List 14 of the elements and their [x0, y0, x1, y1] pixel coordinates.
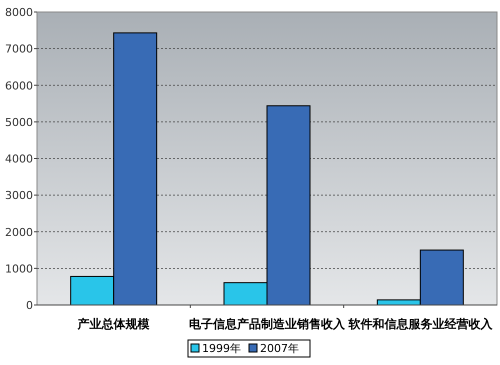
y-tick-label: 8000 [5, 6, 33, 19]
y-tick-label: 3000 [5, 189, 33, 202]
y-tick-label: 7000 [5, 42, 33, 56]
y-tick-label: 6000 [5, 79, 33, 92]
x-tick-label: 电子信息产品制造业销售收入 [189, 317, 346, 331]
x-tick-label: 软件和信息服务业经营收入 [347, 317, 494, 331]
y-tick-label: 0 [26, 299, 33, 312]
y-tick-label: 4000 [5, 152, 33, 166]
x-tick-label: 产业总体规模 [76, 317, 150, 331]
y-tick-label: 5000 [5, 116, 33, 129]
y-tick-label: 1000 [5, 262, 33, 276]
y-tick-label: 2000 [5, 226, 33, 239]
legend-label: 2007年 [260, 342, 299, 355]
legend-label: 1999年 [202, 342, 241, 355]
